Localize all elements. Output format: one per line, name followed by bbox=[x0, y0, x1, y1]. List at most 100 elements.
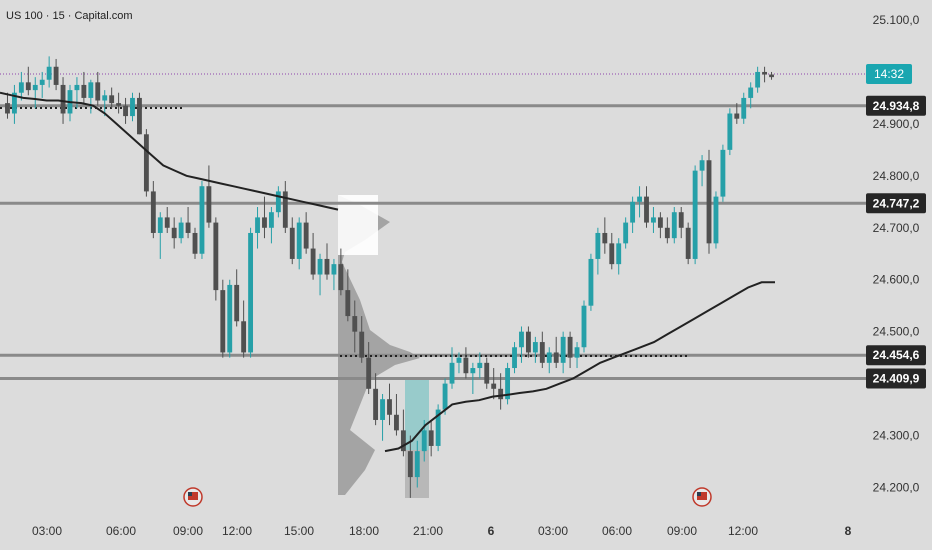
level-badge-text: 24.409,9 bbox=[873, 371, 920, 385]
candle-body bbox=[255, 217, 260, 233]
level-badge-text: 24.454,6 bbox=[873, 348, 920, 362]
x-tick-label: 06:00 bbox=[602, 524, 632, 538]
candle-body bbox=[74, 84, 80, 91]
current-price-time: 14:32 bbox=[874, 67, 904, 81]
candle-body bbox=[630, 201, 636, 223]
candle-body bbox=[678, 212, 684, 228]
y-tick-label: 24.800,0 bbox=[873, 169, 920, 183]
candle-body bbox=[532, 342, 538, 353]
candle-body bbox=[373, 388, 379, 420]
x-tick-label: 06:00 bbox=[106, 524, 136, 538]
candle-body bbox=[651, 217, 656, 223]
candle-body bbox=[88, 82, 94, 98]
candle-body bbox=[435, 409, 441, 446]
candle-body bbox=[39, 79, 45, 85]
candle-body bbox=[498, 388, 504, 400]
candle-body bbox=[5, 103, 10, 114]
y-tick-label: 24.900,0 bbox=[873, 117, 920, 131]
event-markers[interactable] bbox=[183, 487, 712, 507]
candle-body bbox=[463, 357, 469, 374]
candle-body bbox=[762, 71, 768, 75]
flag-stripes bbox=[188, 492, 198, 500]
flag-canton bbox=[188, 492, 192, 496]
level-badge bbox=[866, 95, 926, 116]
candle-body bbox=[657, 217, 663, 228]
level-badge bbox=[866, 193, 926, 214]
candle-body bbox=[525, 331, 531, 353]
candle-body bbox=[470, 368, 476, 374]
candle-body bbox=[685, 227, 691, 259]
candle-body bbox=[380, 399, 385, 420]
y-tick-label: 24.200,0 bbox=[873, 481, 920, 495]
candle-body bbox=[581, 305, 587, 348]
candle-body bbox=[282, 191, 288, 228]
candle-body bbox=[414, 451, 420, 478]
candle-body bbox=[602, 232, 608, 244]
candle-body bbox=[394, 414, 399, 431]
y-tick-label: 24.300,0 bbox=[873, 429, 920, 443]
candle-body bbox=[296, 222, 302, 259]
current-price-badge bbox=[866, 64, 912, 84]
axes: 25.100,0 24.900,0 24.800,0 24.700,0 24.600,0… bbox=[32, 13, 920, 538]
chart-title: US 100 · 15 · Capital.com bbox=[6, 10, 133, 22]
candle-body bbox=[130, 97, 135, 117]
volume-profile bbox=[338, 195, 429, 498]
candle-body bbox=[699, 160, 705, 171]
flag-canton bbox=[697, 492, 701, 496]
candle-body bbox=[95, 82, 101, 101]
candle-body bbox=[484, 362, 490, 384]
candle-body bbox=[734, 113, 740, 119]
candle-body bbox=[512, 347, 517, 369]
candle-body bbox=[609, 243, 615, 265]
candle-body bbox=[164, 217, 170, 228]
candle-body bbox=[46, 66, 52, 80]
x-tick-label: 03:00 bbox=[32, 524, 62, 538]
x-tick-label: 09:00 bbox=[667, 524, 697, 538]
volume-profile-highlight bbox=[338, 195, 378, 255]
candle-body bbox=[123, 105, 128, 117]
candle-body bbox=[213, 222, 219, 291]
x-tick-label: 6 bbox=[488, 524, 495, 538]
candle-body bbox=[227, 284, 233, 353]
candle-body bbox=[102, 95, 108, 101]
us-flag-icon[interactable] bbox=[183, 487, 203, 507]
candle-body bbox=[616, 243, 622, 265]
candle-body bbox=[623, 222, 629, 244]
level-badge-text: 24.934,8 bbox=[873, 99, 920, 113]
level-badge bbox=[866, 368, 926, 389]
level-badge-text: 24.747,2 bbox=[873, 196, 920, 210]
candle-body bbox=[157, 217, 163, 233]
candle-body bbox=[81, 84, 87, 98]
y-tick-label: 25.100,0 bbox=[873, 13, 920, 27]
candle-body bbox=[574, 347, 580, 358]
candle-body bbox=[637, 196, 642, 202]
candle-body bbox=[275, 191, 281, 213]
candle-body bbox=[268, 212, 274, 228]
candle-body bbox=[567, 336, 573, 358]
candle-body bbox=[713, 196, 719, 244]
y-tick-label: 24.700,0 bbox=[873, 221, 920, 235]
candle-body bbox=[644, 196, 649, 223]
candle-body bbox=[324, 258, 330, 275]
candle-body bbox=[442, 383, 448, 410]
candle-body bbox=[491, 383, 497, 389]
candle-body bbox=[150, 191, 156, 233]
us-flag-icon[interactable] bbox=[692, 487, 712, 507]
x-tick-label: 12:00 bbox=[728, 524, 758, 538]
moving-average-line-1 bbox=[0, 91, 339, 211]
candle-body bbox=[400, 430, 406, 452]
candle-body bbox=[248, 232, 254, 353]
x-tick-label: 8 bbox=[845, 524, 852, 538]
candle-body bbox=[18, 82, 24, 93]
candle-body bbox=[359, 331, 365, 358]
candle-body bbox=[720, 149, 726, 197]
candle-body bbox=[116, 103, 122, 106]
candle-body bbox=[185, 222, 191, 233]
candle-body bbox=[769, 74, 774, 78]
candle-body bbox=[741, 97, 747, 119]
price-levels: 24.934,8 24.747,2 24.454,6 24.409,9 14:32 bbox=[0, 64, 926, 389]
candle-body bbox=[137, 97, 142, 135]
candle-body bbox=[519, 331, 524, 348]
candle-body bbox=[352, 316, 358, 332]
